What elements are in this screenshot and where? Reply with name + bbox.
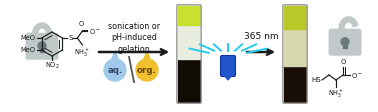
Text: O$^-$: O$^-$ — [89, 27, 101, 36]
Circle shape — [104, 59, 126, 81]
Text: O: O — [79, 21, 84, 27]
Text: MeO: MeO — [21, 35, 36, 41]
Text: O$^-$: O$^-$ — [351, 70, 363, 80]
Bar — [40, 46, 43, 52]
Text: MeO: MeO — [21, 47, 36, 53]
Circle shape — [136, 59, 158, 81]
Bar — [284, 66, 306, 102]
Text: org.: org. — [137, 66, 157, 74]
Text: NO$_2$: NO$_2$ — [45, 61, 59, 71]
Text: NH$_3^+$: NH$_3^+$ — [328, 88, 344, 100]
Text: S: S — [68, 35, 73, 41]
Text: NH$_3^+$: NH$_3^+$ — [74, 47, 90, 59]
Polygon shape — [108, 51, 122, 68]
Bar — [284, 6, 306, 29]
Bar — [178, 6, 200, 25]
Bar — [284, 29, 306, 66]
Circle shape — [38, 42, 46, 50]
Bar — [178, 25, 200, 59]
Text: HS: HS — [311, 77, 321, 83]
Polygon shape — [224, 75, 232, 80]
Text: aq.: aq. — [107, 66, 122, 74]
Bar — [344, 42, 347, 48]
FancyBboxPatch shape — [328, 29, 361, 56]
Text: sonication or
pH-induced
gelation: sonication or pH-induced gelation — [108, 22, 160, 54]
FancyBboxPatch shape — [25, 33, 59, 60]
Text: O: O — [341, 59, 346, 65]
Circle shape — [341, 38, 349, 46]
FancyBboxPatch shape — [220, 56, 235, 76]
Bar — [178, 59, 200, 102]
Polygon shape — [140, 51, 153, 68]
Text: 365 nm: 365 nm — [244, 32, 278, 41]
